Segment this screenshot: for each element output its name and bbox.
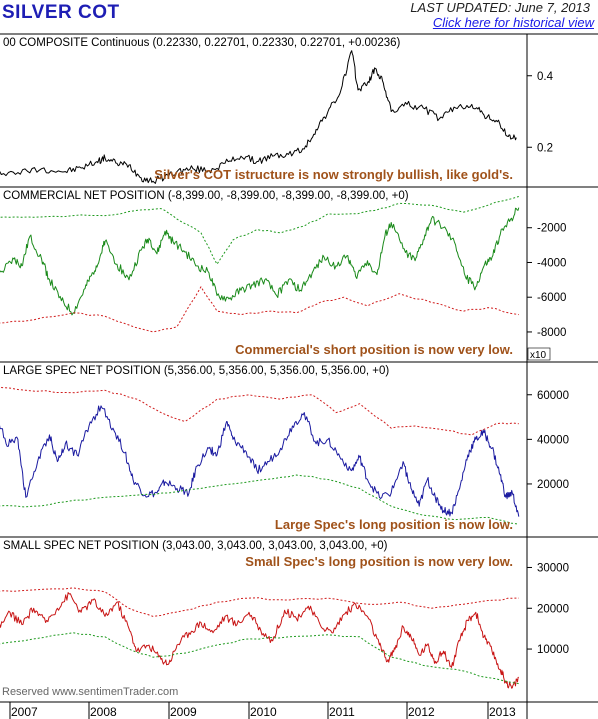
large_spec-annotation: Large Spec's long position is now low. [275, 517, 513, 532]
last-updated: LAST UPDATED: June 7, 2013 [410, 0, 590, 15]
commercial-y-tick-label: -2000 [537, 223, 566, 235]
commercial-series-commercial [0, 207, 520, 316]
large_spec-series-large_spec [0, 405, 520, 517]
copyright-text: Reserved www.sentimenTrader.com [2, 686, 178, 698]
commercial-title: COMMERCIAL NET POSITION (-8,399.00, -8,3… [3, 190, 409, 202]
small_spec-title: SMALL SPEC NET POSITION (3,043.00, 3,043… [3, 540, 388, 552]
commercial-y-tick-label: -4000 [537, 257, 566, 269]
small_spec-y-tick-label: 20000 [537, 603, 569, 615]
chart-title: SILVER COT [2, 2, 120, 23]
small_spec-y-tick-label: 10000 [537, 644, 569, 656]
large_spec-series-band_green [0, 474, 519, 525]
composite-title: 00 COMPOSITE Continuous (0.22330, 0.2270… [3, 37, 401, 49]
large_spec-y-tick-label: 40000 [537, 434, 569, 446]
small_spec-series-band_green [0, 632, 519, 685]
x-tick-label-2012: 2012 [408, 705, 435, 719]
commercial-series-band_red [0, 286, 519, 333]
x-tick-label-2011: 2011 [329, 705, 355, 719]
large_spec-series-band_red [0, 386, 519, 436]
x-tick-label-2009: 2009 [170, 705, 197, 719]
large_spec-y-tick-label: 20000 [537, 479, 569, 491]
commercial-annotation: Commercial's short position is now very … [235, 342, 513, 357]
large_spec-title: LARGE SPEC NET POSITION (5,356.00, 5,356… [3, 365, 389, 377]
composite-annotation: Silver's COT istructure is now strongly … [154, 167, 513, 182]
small_spec-series-band_red [0, 587, 519, 617]
small_spec-annotation: Small Spec's long position is now very l… [245, 554, 513, 569]
composite-y-tick-label: 0.2 [537, 142, 553, 154]
x-tick-label-2010: 2010 [250, 705, 277, 719]
commercial-y-tick-label: -6000 [537, 292, 566, 304]
historical-view-link[interactable]: Click here for historical view [432, 15, 594, 30]
commercial-series-band_green [0, 196, 519, 265]
commercial-y-tick-label: -8000 [537, 327, 566, 339]
large_spec-y-tick-label: 60000 [537, 390, 569, 402]
small_spec-series-small_spec [0, 592, 519, 689]
commercial-multiplier: x10 [530, 350, 547, 361]
composite-y-tick-label: 0.4 [537, 71, 554, 83]
small_spec-y-tick-label: 30000 [537, 562, 569, 574]
x-tick-label-2008: 2008 [90, 705, 117, 719]
composite-series-price [0, 50, 517, 184]
x-tick-label-2007: 2007 [11, 705, 38, 719]
commercial-multiplier-box [527, 347, 551, 361]
x-tick-label-2013: 2013 [489, 705, 516, 719]
